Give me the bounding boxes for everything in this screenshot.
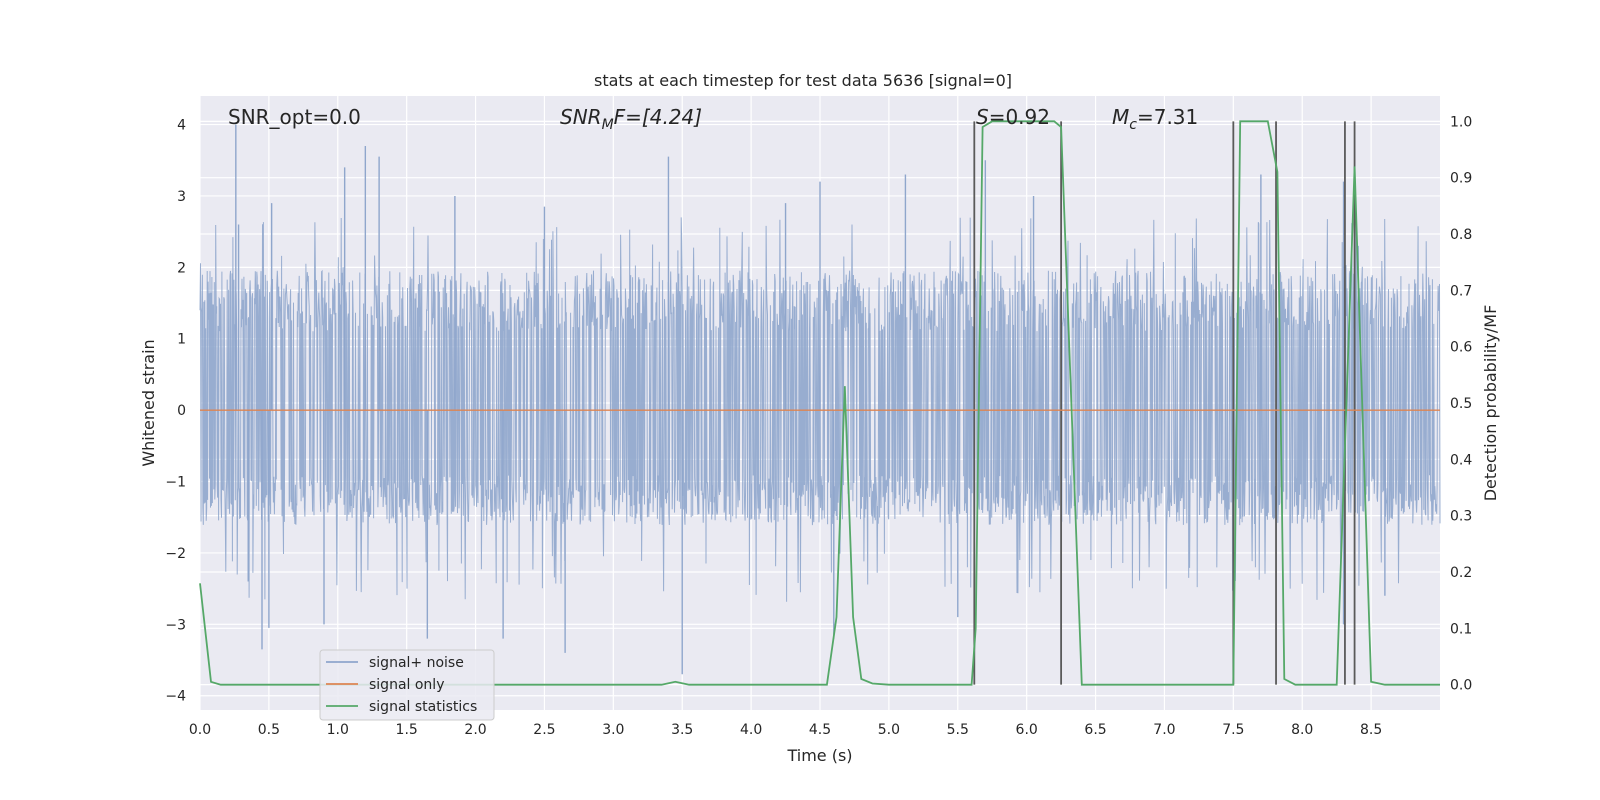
annotation-snr-mf-rest: F=[4.24] [614,105,702,129]
x-tick-label: 4.0 [740,722,762,738]
annotation-mc-sub: c [1129,117,1137,133]
y2-tick-label: 1.0 [1450,114,1472,130]
x-tick-label: 2.0 [464,722,486,738]
legend-label-signal-statistics: signal statistics [369,699,477,715]
annotation-s-base: S [976,105,989,129]
x-tick-label: 6.0 [1016,722,1038,738]
x-tick-labels: 0.0 0.5 1.0 1.5 2.0 2.5 3.0 3.5 4.0 4.5 5.0 5.5 6.0 6… [189,722,1382,738]
y2-tick-label: 0.9 [1450,171,1472,187]
y2-tick-label: 0.0 [1450,678,1472,694]
x-tick-label: 1.5 [396,722,418,738]
annotation-mc-base: M [1112,105,1129,129]
y2-tick-label: 0.5 [1450,396,1472,412]
annotation-snr-opt: SNR_opt=0.0 [228,105,361,129]
y-tick-label: 2 [177,260,186,276]
y-tick-label: 0 [177,403,186,419]
series-signal-noise [199,124,1441,675]
y-axis-label: Whitened strain [139,339,158,466]
x-tick-label: 4.5 [809,722,831,738]
x-tick-label: 0.0 [189,722,211,738]
annotation-mc-rest: =7.31 [1137,105,1198,129]
x-tick-label: 3.5 [671,722,693,738]
x-tick-label: 7.5 [1222,722,1244,738]
annotation-s-rest: =0.92 [989,105,1050,129]
x-tick-label: 5.5 [947,722,969,738]
y-tick-label: −3 [165,617,186,633]
y2-tick-label: 0.4 [1450,452,1472,468]
x-tick-label: 3.0 [602,722,624,738]
x-tick-label: 5.0 [878,722,900,738]
annotation-mc: Mc=7.31 [1112,105,1198,133]
y-tick-label: −4 [165,689,186,705]
chart-title: stats at each timestep for test data 563… [594,71,1012,90]
y-tick-label: −1 [165,475,186,491]
legend: signal+ noise signal only signal statist… [319,649,495,721]
series-lines [199,120,1440,686]
y-tick-labels: −4 −3 −2 −1 0 1 2 3 4 [165,118,186,705]
x-tick-label: 8.5 [1360,722,1382,738]
legend-box [319,649,495,721]
vertical-markers [973,121,1356,685]
x-tick-label: 6.5 [1084,722,1106,738]
annotation-snr-mf-base: SNR [560,105,602,129]
x-tick-label: 2.5 [533,722,555,738]
legend-label-signal-noise: signal+ noise [369,655,464,671]
x-tick-label: 1.0 [327,722,349,738]
y2-tick-label: 0.8 [1450,227,1472,243]
y2-tick-label: 0.7 [1450,283,1472,299]
x-axis-label: Time (s) [786,746,852,765]
y2-tick-labels: 0.0 0.1 0.2 0.3 0.4 0.5 0.6 0.7 0.8 0.9 1.0 [1450,114,1472,693]
annotation-snr-mf-sub: M [602,117,614,133]
y2-tick-label: 0.6 [1450,340,1472,356]
legend-label-signal-only: signal only [369,677,444,693]
y2-tick-label: 0.2 [1450,565,1472,581]
y-tick-label: 1 [177,332,186,348]
y2-tick-label: 0.3 [1450,509,1472,525]
y-tick-label: −2 [165,546,186,562]
annotation-snr-mf: SNRMF=[4.24] [560,105,702,133]
y-tick-label: 4 [177,118,186,134]
y-tick-label: 3 [177,189,186,205]
y2-tick-label: 0.1 [1450,621,1472,637]
x-tick-label: 8.0 [1291,722,1313,738]
series-signal-statistics-line [199,120,1440,686]
annotation-s: S=0.92 [976,105,1050,129]
y2-axis-label: Detection probability/MF [1481,305,1500,502]
x-tick-label: 0.5 [258,722,280,738]
x-tick-label: 7.0 [1153,722,1175,738]
